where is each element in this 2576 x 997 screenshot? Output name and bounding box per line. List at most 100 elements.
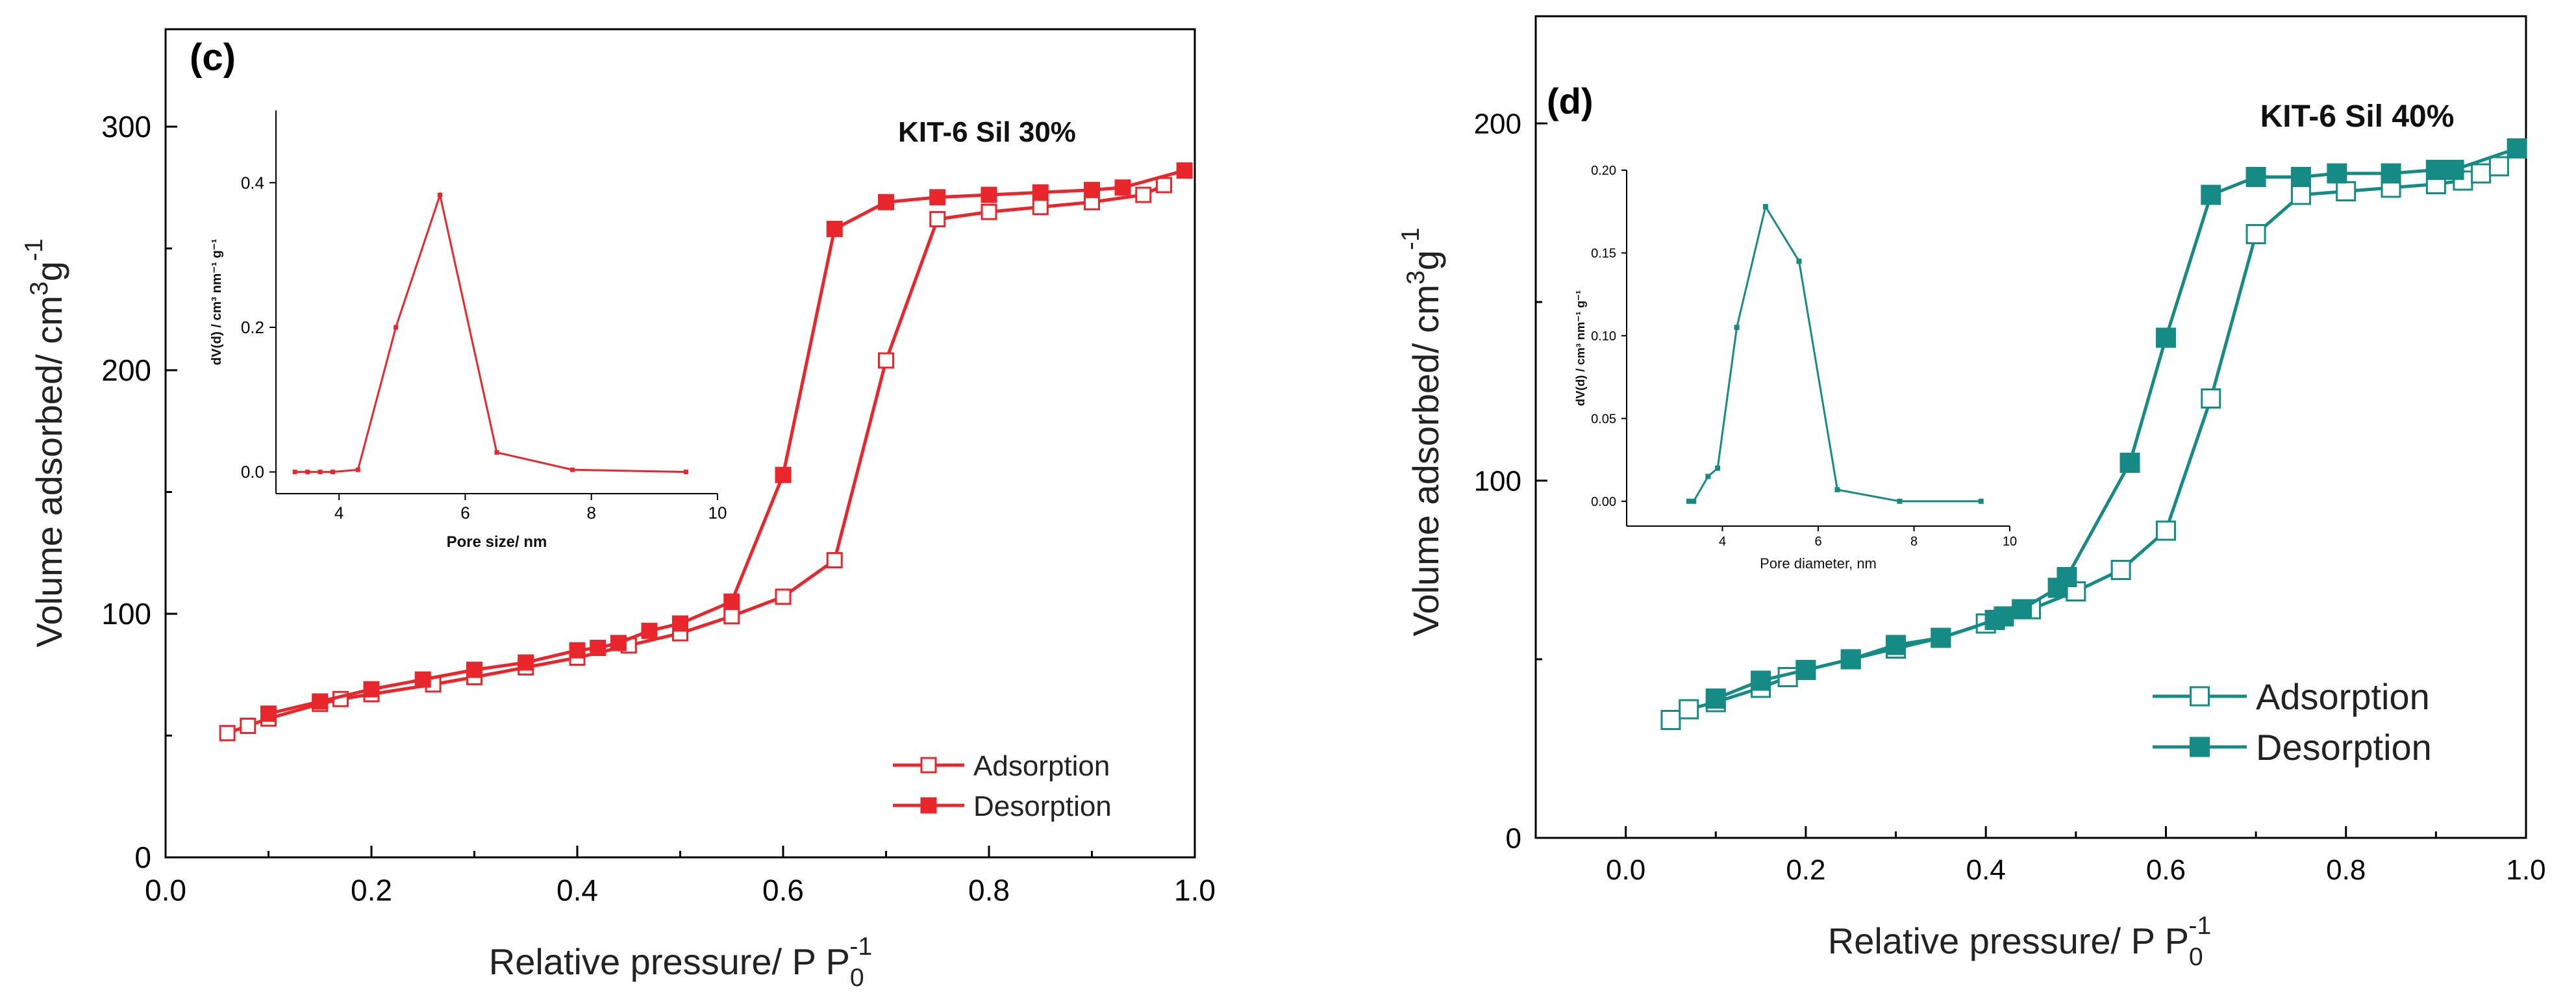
data-point	[929, 189, 946, 206]
data-point	[929, 211, 946, 227]
data-point	[2110, 560, 2131, 580]
inset-x-tick-label: 6	[460, 503, 469, 523]
data-point	[1840, 649, 1861, 670]
data-point	[260, 705, 277, 722]
inset-x-tick-label: 8	[586, 503, 595, 523]
inset-y-tick-label: 0.10	[1591, 329, 1616, 344]
inset-y-tick-label: 0.20	[1591, 164, 1616, 178]
inset-data-point	[305, 470, 310, 475]
data-point	[2471, 163, 2492, 184]
series-desorption	[1705, 138, 2527, 709]
inset-data-point	[1691, 498, 1697, 504]
data-point	[826, 221, 843, 237]
x-axis-label: Relative pressure/ P P0-1	[1828, 912, 2211, 971]
data-point	[775, 588, 792, 605]
chart-panel-c: 0.0 0.2 0.4 0.6 0.8 1.0 0 100 200 300 Relative pre…	[20, 28, 1216, 992]
inset-x-axis-label: Pore diameter, nm	[1760, 555, 1877, 572]
data-point	[2201, 388, 2221, 409]
data-point	[2120, 453, 2140, 473]
data-point	[518, 654, 534, 671]
inset-y-axis-label: dV(d) / cm³ nm⁻¹ g⁻¹	[210, 238, 224, 365]
x-tick-label: 1.0	[1174, 874, 1216, 907]
data-point	[981, 203, 997, 220]
data-point	[2444, 160, 2464, 180]
data-point	[2290, 184, 2311, 205]
inset-data-point	[438, 192, 443, 197]
data-point	[2201, 184, 2221, 205]
data-point	[878, 352, 894, 369]
data-point	[2012, 599, 2032, 620]
data-point	[826, 552, 843, 568]
data-point	[610, 635, 627, 651]
inset-data-point	[1705, 473, 1711, 479]
y-tick-label: 200	[101, 353, 151, 387]
y-tick-label: 0	[134, 840, 151, 874]
data-point	[569, 642, 586, 659]
y-tick-label: 0	[1506, 822, 1521, 854]
data-point	[1114, 179, 1131, 196]
legend-marker	[920, 757, 937, 774]
series-line	[1669, 164, 2500, 722]
x-tick-label: 0.6	[2146, 854, 2186, 886]
data-point	[363, 681, 380, 698]
inset-data-point	[570, 467, 575, 472]
data-point	[1176, 162, 1193, 179]
inset-data-point	[330, 470, 335, 475]
series-line	[268, 169, 1185, 716]
data-point	[2245, 224, 2266, 244]
inset-x-tick-label: 10	[2003, 535, 2017, 549]
data-point	[2245, 167, 2266, 187]
inset-data-point	[292, 470, 297, 475]
inset-data-point	[355, 467, 360, 472]
y-tick-label: 100	[101, 597, 151, 631]
x-tick-label: 0.4	[556, 874, 598, 907]
data-point	[2327, 163, 2347, 184]
inset-chart: 4 6 8 10 0.0 0.2 0.4 Pore size/ nm dV(d) / cm³ n…	[210, 110, 727, 551]
x-tick-label: 0.6	[762, 874, 804, 907]
data-point	[240, 718, 256, 734]
inset-y-tick-label: 0.00	[1591, 495, 1616, 509]
x-tick-label: 0.2	[351, 874, 392, 907]
panel-label: (c)	[190, 36, 236, 79]
legend-marker	[2190, 737, 2210, 757]
data-point	[981, 186, 997, 203]
inset-y-axis-label: dV(d) / cm³ nm⁻¹ g⁻¹	[1573, 290, 1587, 407]
inset-y-tick-label: 0.4	[241, 173, 264, 192]
inset-data-point	[1715, 465, 1721, 471]
x-tick-label: 0.0	[1606, 854, 1645, 886]
legend-label: Desorption	[2256, 727, 2432, 768]
inset-data-point	[1796, 259, 1802, 264]
data-point	[723, 593, 740, 610]
series-desorption	[260, 162, 1193, 722]
data-point	[878, 194, 894, 210]
inset-data-point	[1897, 498, 1903, 504]
data-point	[1984, 610, 2005, 630]
chart-title: KIT-6 Sil 30%	[898, 116, 1076, 148]
data-point	[1032, 199, 1049, 216]
data-point	[2507, 138, 2527, 158]
data-point	[1795, 660, 1816, 680]
y-tick-label: 200	[1474, 108, 1521, 140]
data-point	[672, 615, 688, 632]
data-point	[466, 661, 482, 678]
series-line	[227, 183, 1165, 735]
inset-y-tick-label: 0.2	[241, 318, 264, 337]
legend-label: Adsorption	[973, 750, 1110, 782]
data-point	[2425, 160, 2446, 180]
data-point	[1155, 177, 1172, 194]
data-point	[2336, 181, 2357, 201]
legend-marker	[920, 797, 937, 814]
data-point	[1705, 688, 1726, 709]
data-point	[312, 693, 329, 710]
inset-data-point	[394, 325, 399, 330]
inset-chart: 4 6 8 10 0.00 0.05 0.10 0.15 0.20 Pore diameter, …	[1573, 164, 2017, 572]
inset-data-point	[1686, 498, 1692, 504]
y-tick-label: 300	[101, 110, 151, 144]
data-point	[414, 671, 431, 688]
data-point	[1084, 182, 1100, 198]
data-point	[1931, 627, 1951, 648]
data-point	[1679, 699, 1699, 720]
inset-x-tick-label: 4	[1719, 535, 1726, 549]
data-point	[219, 725, 236, 742]
